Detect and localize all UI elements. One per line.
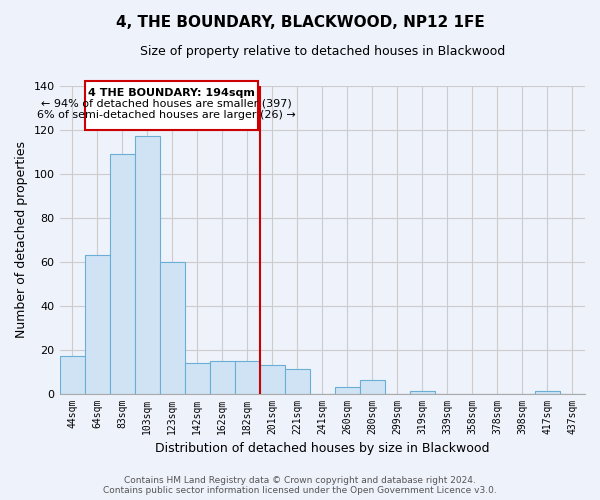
Bar bbox=[410, 392, 435, 394]
Bar bbox=[185, 363, 209, 394]
Text: Contains HM Land Registry data © Crown copyright and database right 2024.
Contai: Contains HM Land Registry data © Crown c… bbox=[103, 476, 497, 495]
Bar bbox=[360, 380, 385, 394]
Text: 4 THE BOUNDARY: 194sqm: 4 THE BOUNDARY: 194sqm bbox=[88, 88, 255, 98]
Bar bbox=[235, 360, 260, 394]
X-axis label: Distribution of detached houses by size in Blackwood: Distribution of detached houses by size … bbox=[155, 442, 490, 455]
Bar bbox=[85, 81, 259, 130]
Bar bbox=[260, 365, 285, 394]
Bar bbox=[285, 370, 310, 394]
Bar bbox=[160, 262, 185, 394]
Text: 4, THE BOUNDARY, BLACKWOOD, NP12 1FE: 4, THE BOUNDARY, BLACKWOOD, NP12 1FE bbox=[116, 15, 484, 30]
Bar bbox=[209, 360, 235, 394]
Bar bbox=[134, 136, 160, 394]
Title: Size of property relative to detached houses in Blackwood: Size of property relative to detached ho… bbox=[140, 45, 505, 58]
Bar bbox=[59, 356, 85, 394]
Bar bbox=[335, 387, 360, 394]
Y-axis label: Number of detached properties: Number of detached properties bbox=[15, 141, 28, 338]
Bar bbox=[535, 392, 560, 394]
Bar bbox=[110, 154, 134, 394]
Bar bbox=[85, 255, 110, 394]
Text: 6% of semi-detached houses are larger (26) →: 6% of semi-detached houses are larger (2… bbox=[37, 110, 296, 120]
Text: ← 94% of detached houses are smaller (397): ← 94% of detached houses are smaller (39… bbox=[41, 99, 292, 109]
